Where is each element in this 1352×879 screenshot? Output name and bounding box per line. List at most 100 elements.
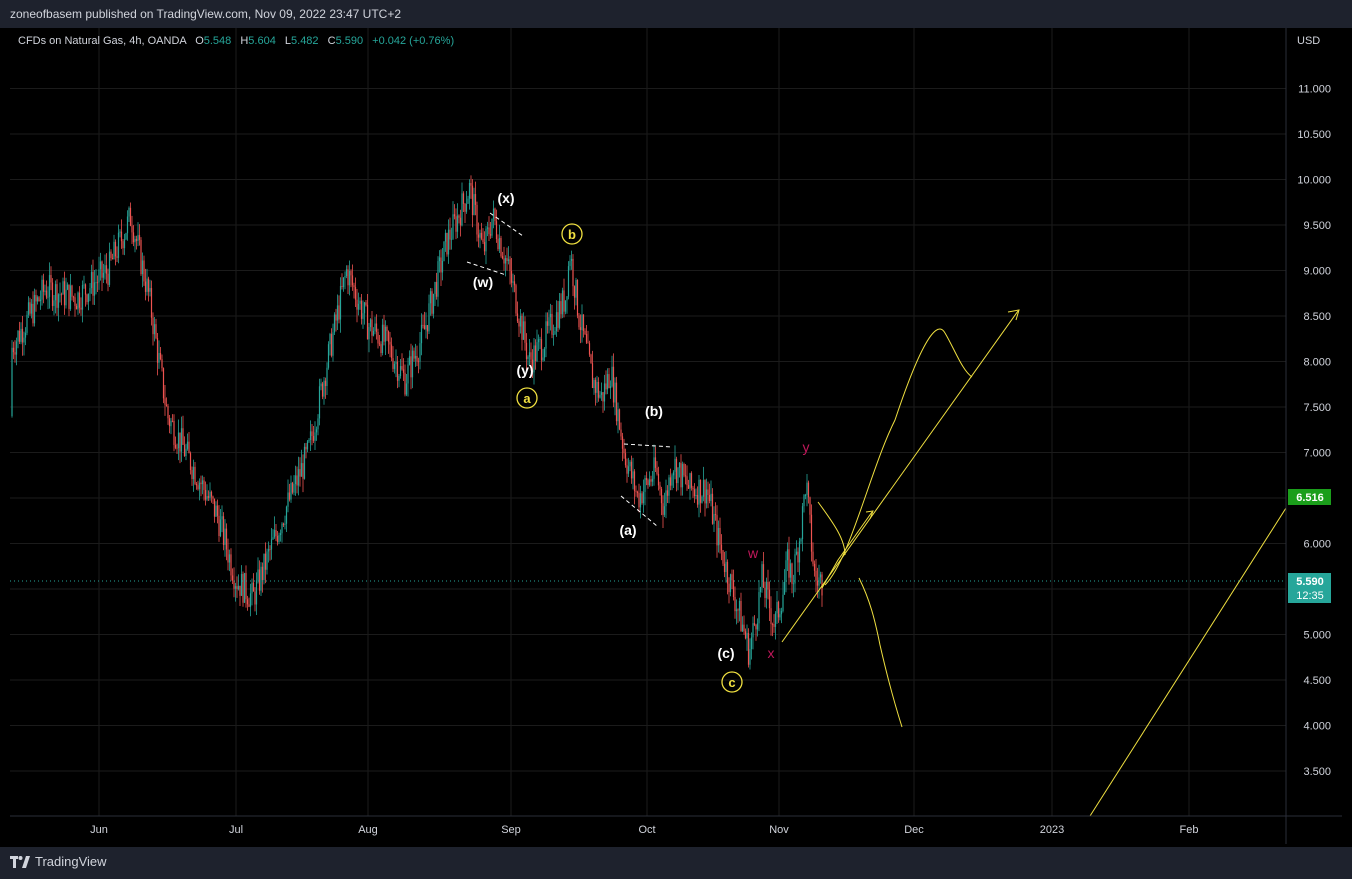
candle-body: [597, 381, 600, 398]
candle-body: [251, 582, 253, 594]
candle-body: [188, 441, 190, 454]
candle-body: [237, 585, 240, 590]
candle-body: [291, 482, 294, 493]
candle-body: [453, 214, 456, 217]
candle-body: [641, 493, 643, 504]
candle-body: [54, 284, 57, 301]
candle-body: [95, 282, 97, 284]
candle-body: [551, 313, 553, 335]
candle-body: [408, 356, 411, 365]
candle-body: [269, 549, 271, 550]
candle-body: [498, 238, 501, 250]
candle-body: [690, 473, 693, 488]
candle-body: [773, 624, 775, 627]
candle-body: [243, 573, 246, 603]
price-tick-label: 9.000: [1303, 266, 1331, 278]
level-badge: [1288, 489, 1331, 505]
candle-body: [56, 284, 58, 308]
candle-body: [768, 589, 771, 609]
candle-body: [729, 574, 732, 593]
candle-body: [711, 493, 714, 524]
candle-body: [491, 218, 493, 236]
symbol-legend[interactable]: CFDs on Natural Gas, 4h, OANDA O5.548 H5…: [18, 35, 454, 47]
candle-body: [368, 327, 370, 340]
candle-body: [332, 332, 334, 356]
candle-body: [596, 381, 598, 393]
candle-body: [593, 379, 595, 389]
candle-body: [75, 305, 78, 310]
close-key: C: [327, 35, 336, 47]
candle-body: [81, 285, 84, 310]
candle-body: [240, 574, 243, 596]
candle-body: [686, 476, 688, 486]
candle-body: [195, 483, 198, 486]
candle-body: [704, 480, 706, 504]
candle-body: [599, 394, 601, 398]
candle-body: [743, 624, 745, 632]
candle-body: [486, 227, 489, 229]
candle-body: [327, 344, 330, 368]
candle-body: [600, 392, 603, 395]
candle-body: [36, 297, 39, 302]
candle-body: [236, 586, 238, 590]
candle-body: [651, 478, 654, 482]
candle-body: [183, 444, 186, 457]
candle-body: [47, 296, 49, 298]
candle-body: [200, 482, 202, 485]
low-value: 5.482: [291, 35, 319, 47]
candle-body: [611, 366, 613, 387]
time-axis[interactable]: Jun Jul Aug Sep Oct Nov Dec 2023 Feb: [10, 815, 1342, 836]
candle-body: [62, 281, 64, 295]
candle-body: [765, 581, 768, 598]
candle-body: [731, 574, 733, 581]
candle-body: [204, 489, 207, 500]
candle-body: [342, 277, 345, 288]
candle-body: [615, 382, 618, 422]
candle-body: [548, 317, 550, 326]
candle-body: [215, 505, 217, 517]
candle-body: [479, 232, 481, 238]
candle-body: [792, 583, 795, 585]
candle-body: [612, 366, 615, 403]
candle-body: [210, 491, 213, 497]
candle-body: [77, 292, 79, 310]
candle-body: [525, 342, 528, 359]
price-tick-label: 4.500: [1303, 675, 1331, 687]
candle-body: [420, 324, 423, 344]
wave-label-b: (b): [645, 403, 663, 419]
circled-label-c: c: [728, 675, 735, 690]
candle-body: [111, 258, 114, 260]
price-axis[interactable]: 11.000 10.500 10.000 9.500 9.000 8.500 8.000 7.…: [1285, 28, 1331, 844]
candle-body: [666, 490, 669, 496]
candle-body: [695, 494, 697, 497]
candle-body: [126, 216, 129, 234]
candle-body: [78, 292, 81, 308]
candle-body: [495, 221, 498, 240]
candle-body: [312, 436, 315, 441]
chart-frame[interactable]: 11.000 10.500 10.000 9.500 9.000 8.500 8.000 7.…: [10, 28, 1342, 844]
candle-body: [398, 376, 400, 381]
candle-body: [30, 303, 33, 314]
tradingview-logo[interactable]: TradingView: [10, 854, 107, 869]
candle-body: [162, 368, 165, 399]
candle-body: [626, 465, 628, 474]
candle-body: [606, 374, 609, 390]
candle-body: [795, 551, 798, 555]
candle-body: [86, 294, 88, 303]
price-tick-label: 8.000: [1303, 357, 1331, 369]
candle-body: [803, 495, 805, 507]
candle-body: [797, 551, 799, 563]
candle-body: [435, 282, 438, 297]
candle-body: [618, 409, 621, 430]
candle-body: [528, 352, 531, 357]
price-chart[interactable]: 11.000 10.500 10.000 9.500 9.000 8.500 8.000 7.…: [10, 28, 1342, 844]
candle-body: [53, 300, 55, 306]
candle-body: [699, 479, 702, 503]
circled-label-b: b: [568, 227, 576, 242]
candle-body: [333, 314, 336, 333]
candle-body: [540, 339, 543, 361]
candle-body: [794, 554, 796, 584]
candle-body: [41, 279, 43, 300]
candle-body: [477, 234, 480, 238]
price-tick-label: 7.500: [1303, 402, 1331, 414]
